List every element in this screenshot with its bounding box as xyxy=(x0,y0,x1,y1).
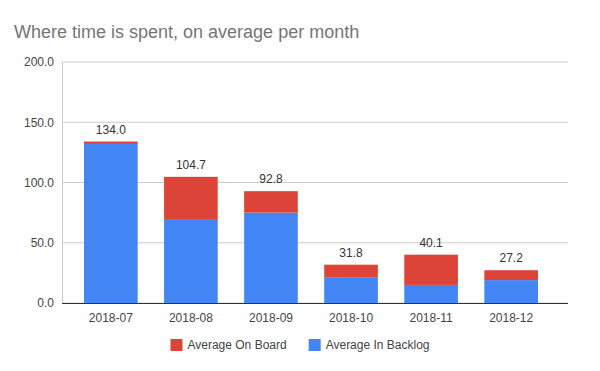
legend: Average On Board Average In Backlog xyxy=(170,338,429,352)
y-tick: 100.0 xyxy=(24,176,62,190)
total-label: 134.0 xyxy=(96,123,126,137)
legend-label: Average In Backlog xyxy=(326,338,430,352)
x-tick: 2018-08 xyxy=(169,303,213,325)
x-tick: 2018-12 xyxy=(489,303,533,325)
x-tick: 2018-09 xyxy=(249,303,293,325)
legend-item: Average In Backlog xyxy=(309,338,430,352)
legend-item: Average On Board xyxy=(170,338,286,352)
bar xyxy=(164,220,218,303)
grid-line xyxy=(62,182,568,183)
total-label: 104.7 xyxy=(176,158,206,172)
y-axis: 0.0 50.0 100.0 150.0 200.0 xyxy=(24,55,63,310)
legend-label: Average On Board xyxy=(187,338,286,352)
y-tick-label: 0.0 xyxy=(37,296,54,310)
grid xyxy=(62,62,568,303)
x-axis-line xyxy=(62,303,568,304)
total-label: 31.8 xyxy=(339,246,363,260)
title: Where time is spent, on average per mont… xyxy=(14,22,359,42)
chart: 0.050.0100.0150.0200.02018-072018-082018… xyxy=(0,0,600,371)
legend-swatch xyxy=(309,339,321,351)
x-tick-label: 2018-11 xyxy=(410,311,453,325)
bar xyxy=(84,142,138,144)
y-tick: 200.0 xyxy=(24,55,62,69)
series xyxy=(84,144,538,303)
x-tick: 2018-07 xyxy=(89,303,133,325)
grid-line xyxy=(62,122,568,123)
bar xyxy=(484,270,538,280)
plot: 0.050.0100.0150.0200.02018-072018-082018… xyxy=(24,55,568,324)
total-label: 40.1 xyxy=(419,236,443,250)
bar xyxy=(484,280,538,303)
grid-line xyxy=(62,242,568,243)
series xyxy=(84,142,538,285)
x-tick: 2018-10 xyxy=(329,303,373,325)
x-tick-label: 2018-07 xyxy=(89,311,133,325)
y-axis-line xyxy=(62,63,63,304)
y-tick-label: 100.0 xyxy=(24,176,54,190)
y-tick-label: 150.0 xyxy=(24,116,54,130)
x-tick-label: 2018-08 xyxy=(169,311,213,325)
y-tick: 0.0 xyxy=(37,296,62,310)
bar xyxy=(404,255,458,285)
y-tick: 50.0 xyxy=(31,236,62,250)
x-tick: 2018-11 xyxy=(410,303,453,325)
x-tick-label: 2018-10 xyxy=(329,311,373,325)
bar xyxy=(84,144,138,303)
grid-line xyxy=(62,62,568,63)
legend-swatch xyxy=(170,339,182,351)
background xyxy=(0,0,600,371)
bar xyxy=(244,213,298,303)
y-tick: 150.0 xyxy=(24,116,62,130)
bar xyxy=(244,191,298,212)
total-label: 27.2 xyxy=(499,251,523,265)
x-tick-label: 2018-12 xyxy=(489,311,533,325)
total-labels: 134.0 104.7 92.8 31.8 40.1 27.2 xyxy=(96,123,523,266)
bar xyxy=(164,177,218,220)
y-tick-label: 50.0 xyxy=(31,236,55,250)
bar xyxy=(324,278,378,303)
y-tick-label: 200.0 xyxy=(24,55,54,69)
bars xyxy=(84,142,538,303)
x-tick-label: 2018-09 xyxy=(249,311,293,325)
total-label: 92.8 xyxy=(259,172,283,186)
x-axis: 2018-07 2018-08 2018-09 2018-10 2018-11 2018-… xyxy=(62,303,568,325)
bar xyxy=(404,285,458,303)
bar xyxy=(324,265,378,278)
